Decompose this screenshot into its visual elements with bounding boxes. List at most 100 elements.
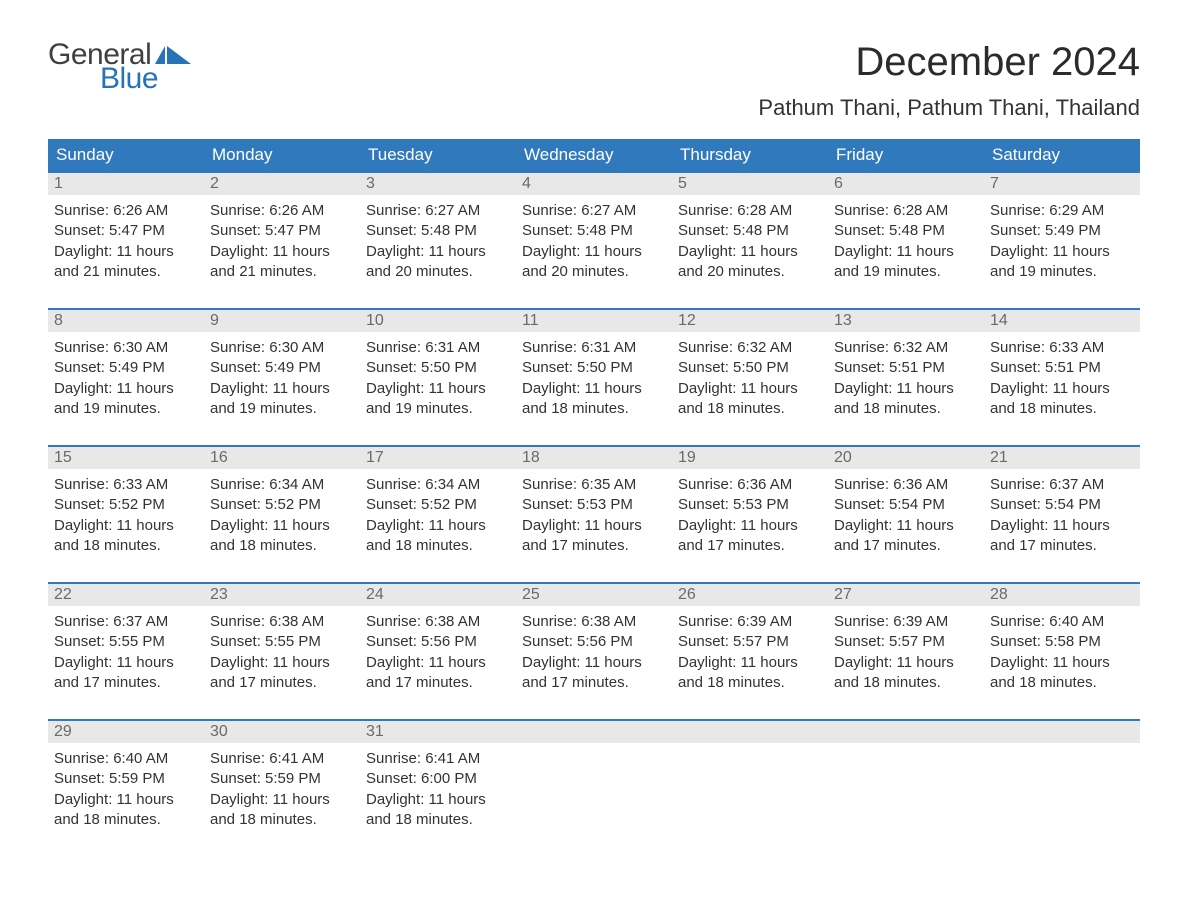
month-title: December 2024	[758, 40, 1140, 85]
sunrise-text: Sunrise: 6:31 AM	[522, 338, 666, 358]
day-cell: 8 Sunrise: 6:30 AMSunset: 5:49 PMDaylight…	[48, 310, 204, 419]
day-number: 3	[360, 173, 516, 195]
daylight-text: Daylight: 11 hours and 21 minutes.	[54, 242, 198, 283]
brand-word-2: Blue	[100, 64, 191, 94]
sunset-text: Sunset: 5:59 PM	[210, 769, 354, 789]
day-body: Sunrise: 6:31 AMSunset: 5:50 PMDaylight:…	[516, 332, 672, 419]
sunset-text: Sunset: 5:52 PM	[54, 495, 198, 515]
daylight-text: Daylight: 11 hours and 18 minutes.	[678, 379, 822, 420]
day-number: 9	[204, 310, 360, 332]
sunset-text: Sunset: 5:50 PM	[522, 358, 666, 378]
sunset-text: Sunset: 5:47 PM	[54, 221, 198, 241]
sunset-text: Sunset: 5:56 PM	[522, 632, 666, 652]
brand-logo: General Blue	[48, 40, 191, 94]
sunrise-text: Sunrise: 6:41 AM	[210, 749, 354, 769]
sunset-text: Sunset: 5:50 PM	[678, 358, 822, 378]
daylight-text: Daylight: 11 hours and 18 minutes.	[54, 516, 198, 557]
daylight-text: Daylight: 11 hours and 21 minutes.	[210, 242, 354, 283]
day-number: 23	[204, 584, 360, 606]
sunrise-text: Sunrise: 6:34 AM	[210, 475, 354, 495]
sunrise-text: Sunrise: 6:36 AM	[678, 475, 822, 495]
sunrise-text: Sunrise: 6:28 AM	[834, 201, 978, 221]
week-row: 1Sunrise: 6:26 AMSunset: 5:47 PMDaylight…	[48, 171, 1140, 282]
week-row: 22Sunrise: 6:37 AMSunset: 5:55 PMDayligh…	[48, 582, 1140, 693]
day-body: Sunrise: 6:40 AMSunset: 5:58 PMDaylight:…	[984, 606, 1140, 693]
sunrise-text: Sunrise: 6:37 AM	[990, 475, 1134, 495]
day-body: Sunrise: 6:37 AMSunset: 5:54 PMDaylight:…	[984, 469, 1140, 556]
day-cell: 6Sunrise: 6:28 AMSunset: 5:48 PMDaylight…	[828, 173, 984, 282]
day-cell: 28Sunrise: 6:40 AMSunset: 5:58 PMDayligh…	[984, 584, 1140, 693]
day-number: 17	[360, 447, 516, 469]
day-body: Sunrise: 6:39 AMSunset: 5:57 PMDaylight:…	[672, 606, 828, 693]
day-cell: 24Sunrise: 6:38 AMSunset: 5:56 PMDayligh…	[360, 584, 516, 693]
day-body: Sunrise: 6:33 AMSunset: 5:51 PMDaylight:…	[984, 332, 1140, 419]
daylight-text: Daylight: 11 hours and 17 minutes.	[834, 516, 978, 557]
sunrise-text: Sunrise: 6:31 AM	[366, 338, 510, 358]
daylight-text: Daylight: 11 hours and 18 minutes.	[366, 790, 510, 831]
daylight-text: Daylight: 11 hours and 18 minutes.	[210, 516, 354, 557]
daylight-text: Daylight: 11 hours and 17 minutes.	[678, 516, 822, 557]
day-number: 26	[672, 584, 828, 606]
daylight-text: Daylight: 11 hours and 17 minutes.	[990, 516, 1134, 557]
day-number: 22	[48, 584, 204, 606]
sunset-text: Sunset: 5:49 PM	[54, 358, 198, 378]
day-body: Sunrise: 6:31 AMSunset: 5:50 PMDaylight:…	[360, 332, 516, 419]
sunrise-text: Sunrise: 6:33 AM	[54, 475, 198, 495]
daylight-text: Daylight: 11 hours and 19 minutes.	[54, 379, 198, 420]
sunrise-text: Sunrise: 6:32 AM	[834, 338, 978, 358]
sunset-text: Sunset: 5:48 PM	[834, 221, 978, 241]
day-number: 2	[204, 173, 360, 195]
day-body: Sunrise: 6:38 AMSunset: 5:56 PMDaylight:…	[516, 606, 672, 693]
weekday-header: Tuesday	[360, 139, 516, 171]
day-cell: 20Sunrise: 6:36 AMSunset: 5:54 PMDayligh…	[828, 447, 984, 556]
daylight-text: Daylight: 11 hours and 17 minutes.	[522, 653, 666, 694]
day-number: 6	[828, 173, 984, 195]
day-cell: 29Sunrise: 6:40 AMSunset: 5:59 PMDayligh…	[48, 721, 204, 830]
sunrise-text: Sunrise: 6:30 AM	[54, 338, 198, 358]
day-cell: 22Sunrise: 6:37 AMSunset: 5:55 PMDayligh…	[48, 584, 204, 693]
daylight-text: Daylight: 11 hours and 19 minutes.	[366, 379, 510, 420]
weekday-header: Friday	[828, 139, 984, 171]
sunrise-text: Sunrise: 6:41 AM	[366, 749, 510, 769]
weekday-header: Wednesday	[516, 139, 672, 171]
sunset-text: Sunset: 5:49 PM	[210, 358, 354, 378]
daylight-text: Daylight: 11 hours and 18 minutes.	[834, 379, 978, 420]
weekday-header: Saturday	[984, 139, 1140, 171]
sunset-text: Sunset: 5:59 PM	[54, 769, 198, 789]
sunset-text: Sunset: 5:52 PM	[210, 495, 354, 515]
day-number: 12	[672, 310, 828, 332]
sunset-text: Sunset: 5:53 PM	[678, 495, 822, 515]
sunset-text: Sunset: 5:56 PM	[366, 632, 510, 652]
sunrise-text: Sunrise: 6:37 AM	[54, 612, 198, 632]
sunrise-text: Sunrise: 6:39 AM	[678, 612, 822, 632]
day-body: Sunrise: 6:36 AMSunset: 5:53 PMDaylight:…	[672, 469, 828, 556]
day-body: Sunrise: 6:28 AMSunset: 5:48 PMDaylight:…	[828, 195, 984, 282]
day-number: 8	[48, 310, 204, 332]
day-cell: 1Sunrise: 6:26 AMSunset: 5:47 PMDaylight…	[48, 173, 204, 282]
header: General Blue December 2024 Pathum Thani,…	[48, 40, 1140, 121]
day-cell: 2Sunrise: 6:26 AMSunset: 5:47 PMDaylight…	[204, 173, 360, 282]
sunset-text: Sunset: 5:58 PM	[990, 632, 1134, 652]
daylight-text: Daylight: 11 hours and 17 minutes.	[210, 653, 354, 694]
day-number	[828, 721, 984, 743]
calendar: Sunday Monday Tuesday Wednesday Thursday…	[48, 139, 1140, 830]
daylight-text: Daylight: 11 hours and 19 minutes.	[834, 242, 978, 283]
day-body: Sunrise: 6:38 AMSunset: 5:55 PMDaylight:…	[204, 606, 360, 693]
title-block: December 2024 Pathum Thani, Pathum Thani…	[758, 40, 1140, 121]
sunset-text: Sunset: 5:48 PM	[522, 221, 666, 241]
day-cell: 17Sunrise: 6:34 AMSunset: 5:52 PMDayligh…	[360, 447, 516, 556]
day-body: Sunrise: 6:36 AMSunset: 5:54 PMDaylight:…	[828, 469, 984, 556]
day-cell	[516, 721, 672, 830]
weekday-header: Monday	[204, 139, 360, 171]
day-number: 14	[984, 310, 1140, 332]
day-number: 13	[828, 310, 984, 332]
day-body: Sunrise: 6:27 AMSunset: 5:48 PMDaylight:…	[516, 195, 672, 282]
sunrise-text: Sunrise: 6:39 AM	[834, 612, 978, 632]
sunrise-text: Sunrise: 6:33 AM	[990, 338, 1134, 358]
flag-icon	[155, 46, 191, 66]
sunset-text: Sunset: 5:51 PM	[834, 358, 978, 378]
day-number: 25	[516, 584, 672, 606]
daylight-text: Daylight: 11 hours and 18 minutes.	[678, 653, 822, 694]
day-body: Sunrise: 6:34 AMSunset: 5:52 PMDaylight:…	[204, 469, 360, 556]
day-cell: 31Sunrise: 6:41 AMSunset: 6:00 PMDayligh…	[360, 721, 516, 830]
